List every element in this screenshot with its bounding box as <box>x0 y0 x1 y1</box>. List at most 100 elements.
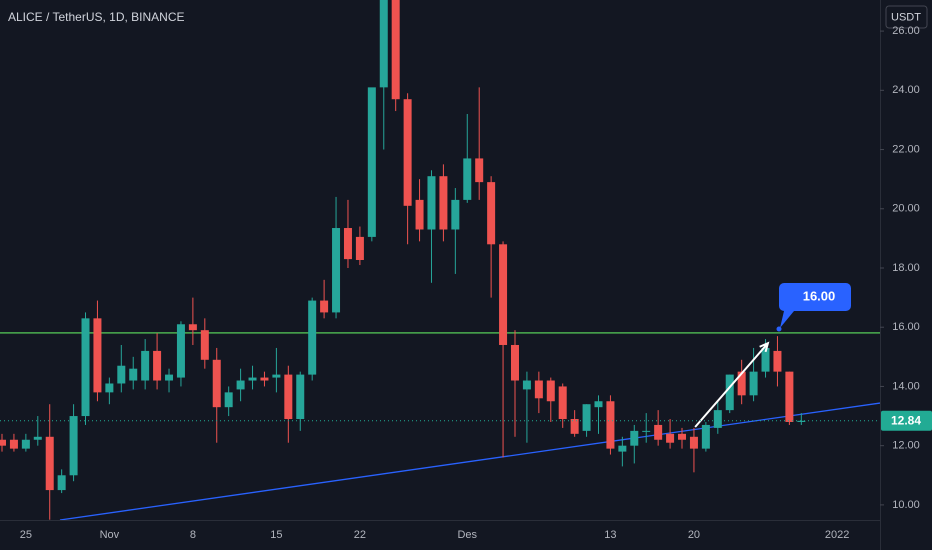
y-tick-label: 18.00 <box>892 262 920 274</box>
candle-body <box>522 380 531 390</box>
candle-body <box>499 244 508 345</box>
candle-body <box>534 380 543 399</box>
candle-body <box>391 0 400 100</box>
candle-body <box>678 433 687 440</box>
candle-body <box>594 401 603 408</box>
x-tick-label: 13 <box>604 529 616 541</box>
candle-body <box>701 424 710 449</box>
y-tick-label: 12.00 <box>892 440 920 452</box>
y-tick-label: 26.00 <box>892 25 920 37</box>
currency-box[interactable] <box>885 5 928 29</box>
x-tick-label: 22 <box>354 529 366 541</box>
candle-body <box>236 380 245 390</box>
candle-body <box>212 359 221 408</box>
y-tick-label: 24.00 <box>892 84 920 96</box>
candle-body <box>737 371 746 396</box>
callout-anchor <box>776 326 782 332</box>
candle-body <box>45 436 54 491</box>
trendline <box>59 402 880 520</box>
candle-body <box>415 199 424 230</box>
candle-body <box>33 436 42 440</box>
x-tick-label: 20 <box>688 529 700 541</box>
candle-body <box>487 182 496 245</box>
candle-body <box>93 318 102 393</box>
candle-body <box>153 350 162 381</box>
candle-body <box>141 350 150 381</box>
candle-body <box>618 445 627 452</box>
candle-body <box>630 430 639 446</box>
candle-body <box>117 365 126 384</box>
candle-body <box>546 380 555 402</box>
candle-body <box>654 424 663 440</box>
candle-body <box>785 371 794 422</box>
y-tick-label: 10.00 <box>892 499 920 511</box>
x-tick-label: 2022 <box>825 529 849 541</box>
candle-body <box>296 374 305 420</box>
candle-body <box>165 374 174 381</box>
x-tick-label: 25 <box>20 529 32 541</box>
candle-body <box>200 330 209 360</box>
chart-title: ALICE / TetherUS, 1D, BINANCE <box>8 10 185 24</box>
candle-body <box>558 386 567 420</box>
x-tick-label: Nov <box>100 529 120 541</box>
callout-bubble <box>779 283 851 328</box>
candle-body <box>475 158 484 183</box>
candle-body <box>260 377 269 381</box>
candle-body <box>248 377 257 381</box>
plot-area <box>0 0 880 520</box>
x-tick-label: 8 <box>190 529 196 541</box>
candle-body <box>188 324 197 331</box>
candle-body <box>797 420 806 422</box>
candle-body <box>9 439 18 449</box>
candle-body <box>713 410 722 428</box>
candle-body <box>606 401 615 449</box>
y-tick-label: 22.00 <box>892 143 920 155</box>
y-tick-label: 20.00 <box>892 203 920 215</box>
candle-body <box>689 436 698 449</box>
candle-body <box>510 344 519 381</box>
candle-body <box>773 350 782 372</box>
candle-body <box>57 475 66 491</box>
candle-body <box>21 439 30 449</box>
candle-body <box>761 347 770 372</box>
arrow <box>694 341 770 428</box>
last-price-label: 12.84 <box>891 413 921 427</box>
x-tick-label: Des <box>457 529 477 541</box>
currency-label[interactable]: USDT <box>891 11 921 23</box>
candle-body <box>379 0 388 88</box>
last-price-tag <box>881 410 932 431</box>
candle-body <box>439 176 448 230</box>
candle-body <box>224 392 233 408</box>
candle-body <box>666 433 675 443</box>
candle-body <box>284 374 293 420</box>
candle-body <box>570 419 579 434</box>
candle-body <box>69 416 78 476</box>
callout-text: 16.00 <box>803 288 836 303</box>
candle-body <box>105 383 114 393</box>
candle-body <box>749 371 758 396</box>
candle-body <box>176 324 185 378</box>
candle-body <box>463 158 472 200</box>
candle-body <box>308 300 317 375</box>
candle-body <box>367 87 376 237</box>
candle-body <box>320 300 329 313</box>
candle-body <box>403 99 412 206</box>
candle-body <box>427 176 436 230</box>
y-tick-label: 14.00 <box>892 380 920 392</box>
x-tick-label: 15 <box>270 529 282 541</box>
candle-body <box>332 228 341 313</box>
candle-body <box>129 368 138 381</box>
candle-body <box>81 318 90 417</box>
candle-body <box>451 199 460 230</box>
candle-body <box>272 374 281 378</box>
candle-body <box>725 374 734 411</box>
y-tick-label: 16.00 <box>892 321 920 333</box>
candle-body <box>642 430 651 432</box>
candle-body <box>343 228 352 260</box>
candle-body <box>355 236 364 260</box>
candle-body <box>582 404 591 431</box>
candle-body <box>0 439 6 446</box>
